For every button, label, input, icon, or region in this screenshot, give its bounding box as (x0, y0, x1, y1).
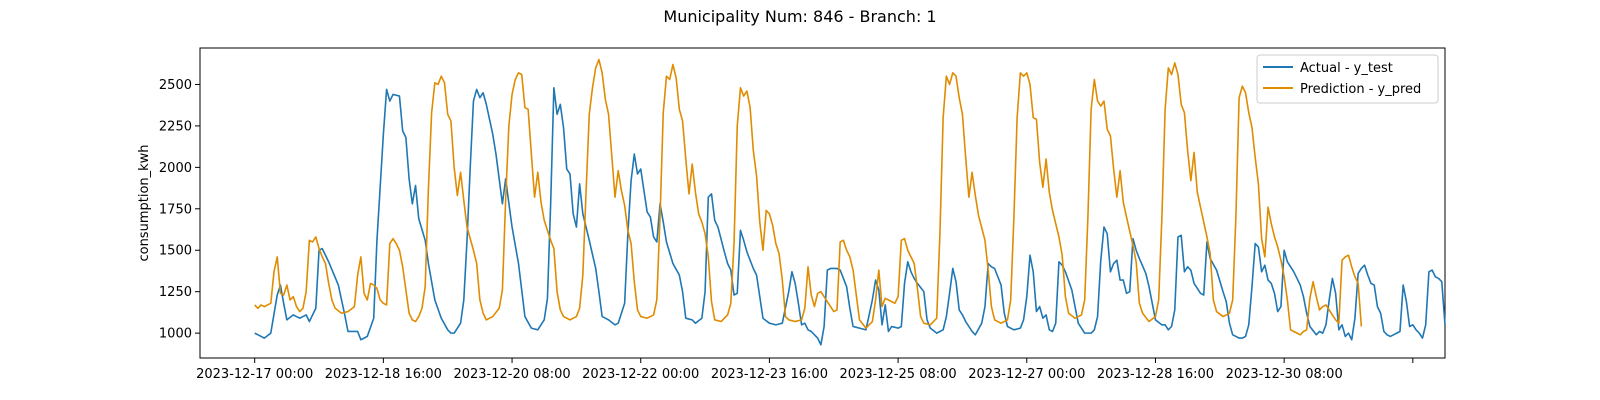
x-tick-label: 2023-12-28 16:00 (1097, 367, 1214, 382)
x-tick-label: 2023-12-17 00:00 (196, 367, 313, 382)
y-tick-label: 2250 (159, 119, 192, 134)
y-axis: 1000 1250 1500 1750 2000 2250 2500 (159, 78, 200, 342)
x-tick-label: 2023-12-27 00:00 (968, 367, 1085, 382)
legend-label-actual: Actual - y_test (1300, 61, 1393, 76)
y-axis-label: consumption_kwh (137, 144, 152, 261)
y-tick-label: 2000 (159, 161, 192, 176)
legend-box (1256, 54, 1439, 104)
legend: Actual - y_test Prediction - y_pred (1256, 54, 1439, 104)
y-tick-label: 1500 (159, 244, 192, 259)
plot-area (199, 47, 1446, 359)
y-tick-label: 2500 (159, 78, 192, 93)
series-line-prediction (254, 58, 1363, 336)
legend-label-prediction: Prediction - y_pred (1300, 82, 1421, 97)
chart-title: Municipality Num: 846 - Branch: 1 (663, 7, 936, 26)
x-tick-label: 2023-12-30 08:00 (1226, 367, 1343, 382)
x-tick-label: 2023-12-20 08:00 (453, 367, 570, 382)
x-tick-label: 2023-12-25 08:00 (840, 367, 957, 382)
x-tick-label: 2023-12-23 16:00 (711, 367, 828, 382)
y-tick-label: 1000 (159, 327, 192, 342)
y-tick-label: 1750 (159, 202, 192, 217)
x-tick-label: 2023-12-18 16:00 (325, 367, 442, 382)
x-tick-label: 2023-12-22 00:00 (582, 367, 699, 382)
x-axis: 2023-12-17 00:00 2023-12-18 16:00 2023-12-… (196, 358, 1414, 382)
series-layer (254, 58, 1446, 346)
y-tick-label: 1250 (159, 285, 192, 300)
series-line-actual (254, 86, 1446, 346)
